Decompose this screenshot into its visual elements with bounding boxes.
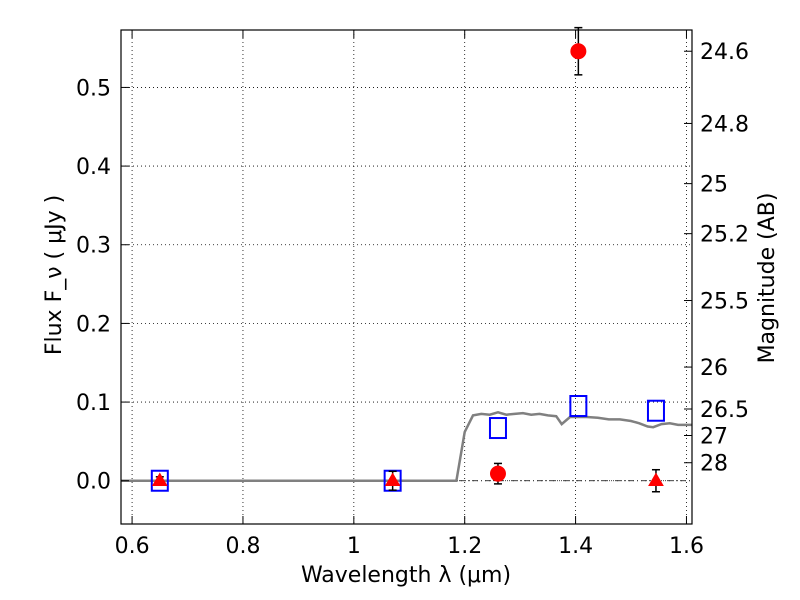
circle-marker xyxy=(570,43,587,60)
plot-frame xyxy=(120,29,693,525)
y-tick-label: 0.0 xyxy=(76,470,111,495)
y2-tick-label: 25.5 xyxy=(700,290,749,315)
circle-marker xyxy=(489,465,506,482)
y2-tick-label: 25 xyxy=(700,173,728,198)
y2-tick-label: 24.8 xyxy=(700,112,749,137)
y-tick-label: 0.1 xyxy=(76,391,111,416)
y2-tick-label: 25.2 xyxy=(700,223,749,248)
x-tick-label: 0.8 xyxy=(225,534,260,559)
y-tick-label: 0.3 xyxy=(76,234,111,259)
y2-axis-label: Magnitude (AB) xyxy=(755,193,780,364)
y2-tick-label: 28 xyxy=(700,452,728,477)
y2-tick-label: 26.5 xyxy=(700,398,749,423)
x-tick-label: 1.4 xyxy=(558,534,593,559)
y-tick-label: 0.2 xyxy=(76,312,111,337)
y2-tick-label: 27 xyxy=(700,425,728,450)
triangle-marker xyxy=(384,472,401,487)
y-tick-label: 0.5 xyxy=(76,76,111,101)
x-tick-label: 1.6 xyxy=(669,534,704,559)
y2-tick-label: 26 xyxy=(700,356,728,381)
y2-tick-label: 24.6 xyxy=(700,40,749,65)
x-tick-label: 1.2 xyxy=(447,534,482,559)
square-marker xyxy=(646,399,665,422)
triangle-marker xyxy=(648,472,664,487)
square-marker xyxy=(488,417,507,440)
triangle-marker xyxy=(151,472,168,487)
square-marker xyxy=(569,395,588,418)
x-tick-label: 0.6 xyxy=(115,534,150,559)
y-tick-label: 0.4 xyxy=(76,155,111,180)
y-axis-label: Flux F_ν ( μJy ) xyxy=(42,195,67,355)
model-spectrum-line xyxy=(121,410,692,482)
square-marker xyxy=(150,469,169,492)
x-tick-label: 1 xyxy=(347,534,361,559)
x-axis-label: Wavelength λ (μm) xyxy=(301,563,511,588)
